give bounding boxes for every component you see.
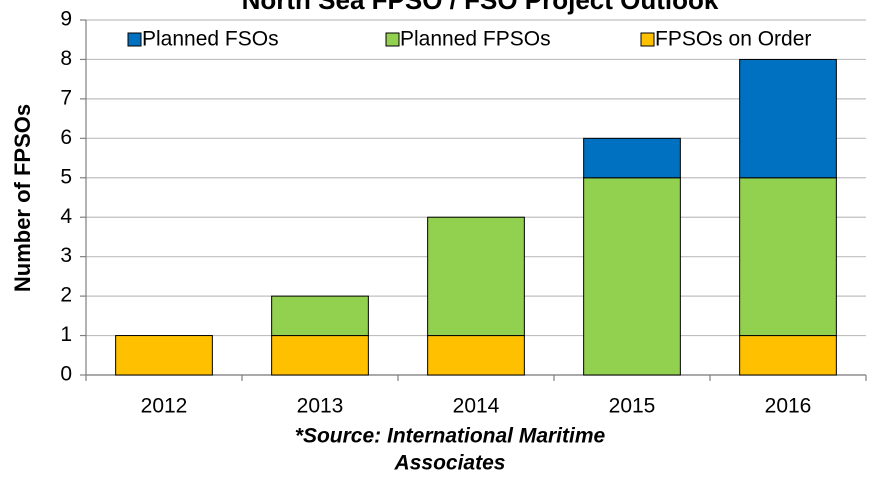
- source-note: Associates: [394, 452, 506, 475]
- x-tick-label: 2013: [297, 395, 344, 418]
- legend-label: FPSOs on Order: [655, 28, 811, 51]
- y-tick-label: 0: [60, 363, 72, 386]
- legend-swatch: [127, 32, 142, 47]
- legend-box: [118, 22, 866, 58]
- bar-segment: [739, 177, 837, 337]
- y-tick-label: 6: [60, 126, 72, 149]
- y-tick-label: 9: [60, 8, 72, 31]
- y-tick-label: 1: [60, 323, 72, 346]
- source-note: *Source: International Maritime: [295, 425, 606, 448]
- bar-segment: [739, 58, 837, 179]
- x-tick-label: 2014: [453, 395, 500, 418]
- y-tick-label: 8: [60, 47, 72, 70]
- y-tick-label: 2: [60, 284, 72, 307]
- bar-segment: [271, 335, 369, 376]
- y-tick-label: 4: [60, 205, 72, 228]
- legend-label: Planned FPSOs: [400, 28, 551, 51]
- y-tick-label: 7: [60, 86, 72, 109]
- bar-segment: [583, 177, 681, 376]
- legend-label: Planned FSOs: [142, 28, 279, 51]
- chart-title: North Sea FPSO / FSO Project Outlook: [242, 0, 719, 15]
- bar-segment: [115, 335, 213, 376]
- legend-swatch: [640, 32, 655, 47]
- bar-segment: [427, 216, 525, 337]
- y-tick-label: 3: [60, 244, 72, 267]
- bar-segment: [583, 137, 681, 179]
- bar-segment: [739, 335, 837, 376]
- y-tick-label: 5: [60, 165, 72, 188]
- bar-segment: [271, 295, 369, 337]
- x-tick-label: 2015: [609, 395, 656, 418]
- y-axis-label: Number of FPSOs: [10, 104, 35, 292]
- bar-segment: [427, 335, 525, 376]
- x-tick-label: 2012: [141, 395, 188, 418]
- legend-swatch: [385, 32, 400, 47]
- x-tick-label: 2016: [765, 395, 812, 418]
